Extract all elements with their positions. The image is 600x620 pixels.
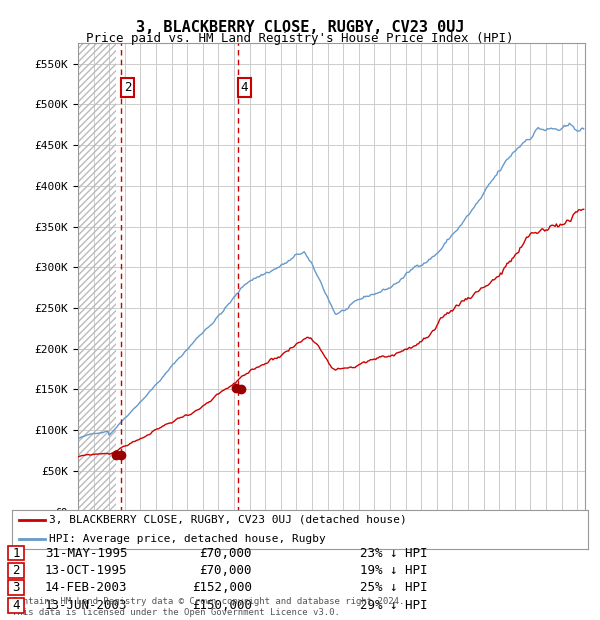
Bar <box>78 43 116 511</box>
Text: 2: 2 <box>13 564 20 577</box>
Text: £70,000: £70,000 <box>199 564 252 577</box>
Text: 4: 4 <box>241 81 248 94</box>
Text: 31-MAY-1995: 31-MAY-1995 <box>45 547 128 559</box>
Text: Contains HM Land Registry data © Crown copyright and database right 2024.
This d: Contains HM Land Registry data © Crown c… <box>12 598 404 617</box>
Text: 13-JUN-2003: 13-JUN-2003 <box>45 599 128 611</box>
Text: 3: 3 <box>13 582 20 594</box>
Text: 1: 1 <box>13 547 20 559</box>
Text: HPI: Average price, detached house, Rugby: HPI: Average price, detached house, Rugb… <box>49 534 326 544</box>
Text: 23% ↓ HPI: 23% ↓ HPI <box>360 547 427 559</box>
Text: 29% ↓ HPI: 29% ↓ HPI <box>360 599 427 611</box>
Text: 25% ↓ HPI: 25% ↓ HPI <box>360 582 427 594</box>
Text: 2: 2 <box>124 81 131 94</box>
Text: 4: 4 <box>13 599 20 611</box>
Text: £152,000: £152,000 <box>192 582 252 594</box>
Text: 13-OCT-1995: 13-OCT-1995 <box>45 564 128 577</box>
Text: £150,000: £150,000 <box>192 599 252 611</box>
Text: Price paid vs. HM Land Registry's House Price Index (HPI): Price paid vs. HM Land Registry's House … <box>86 32 514 45</box>
Text: 3, BLACKBERRY CLOSE, RUGBY, CV23 0UJ: 3, BLACKBERRY CLOSE, RUGBY, CV23 0UJ <box>136 20 464 35</box>
Text: 3, BLACKBERRY CLOSE, RUGBY, CV23 0UJ (detached house): 3, BLACKBERRY CLOSE, RUGBY, CV23 0UJ (de… <box>49 515 407 525</box>
Text: £70,000: £70,000 <box>199 547 252 559</box>
Text: 19% ↓ HPI: 19% ↓ HPI <box>360 564 427 577</box>
Text: 14-FEB-2003: 14-FEB-2003 <box>45 582 128 594</box>
